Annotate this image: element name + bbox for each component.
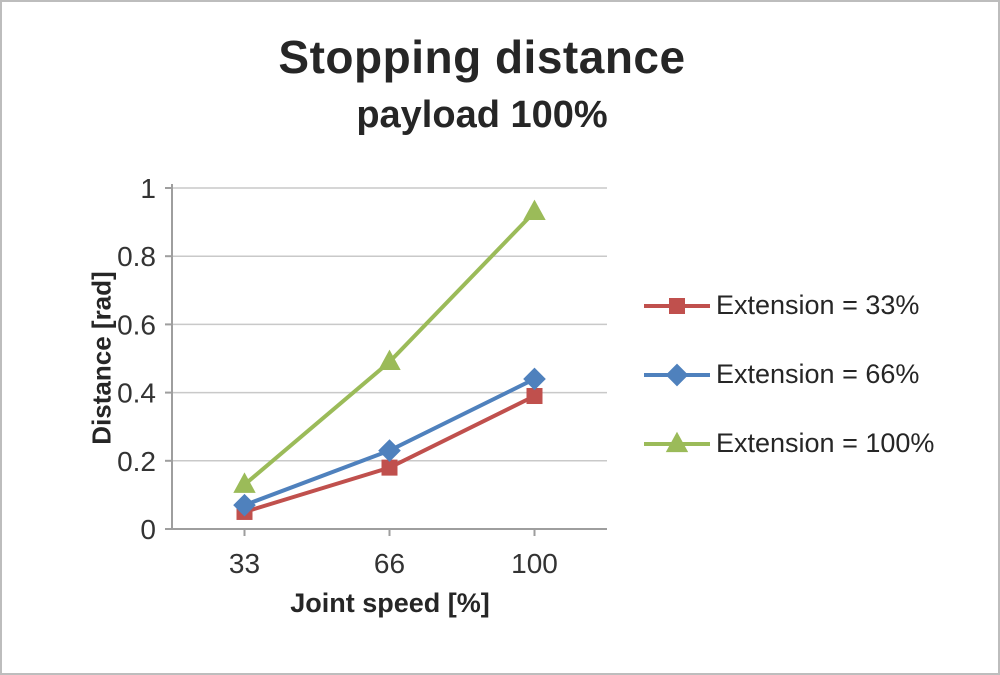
legend-triangle-marker-icon: [644, 431, 710, 457]
svg-text:0.4: 0.4: [117, 378, 156, 409]
chart-title: Stopping distance: [278, 31, 686, 83]
legend-entry: Extension = 100%: [644, 428, 934, 459]
svg-text:0: 0: [140, 514, 156, 545]
x-axis-title: Joint speed [%]: [290, 588, 490, 618]
svg-text:33: 33: [229, 548, 260, 579]
y-axis-title: Distance [rad]: [86, 271, 117, 445]
legend-label: Extension = 66%: [716, 359, 920, 389]
legend-diamond-marker-icon: [644, 362, 710, 388]
svg-text:0.8: 0.8: [117, 241, 156, 272]
legend-label: Extension = 100%: [716, 428, 935, 458]
legend: Extension = 33% Extension = 66% Extensio…: [644, 290, 934, 459]
legend-square-marker-icon: [644, 293, 710, 319]
chart-subtitle: payload 100%: [356, 94, 608, 136]
svg-text:66: 66: [374, 548, 405, 579]
svg-text:0.2: 0.2: [117, 446, 156, 477]
svg-text:0.6: 0.6: [117, 309, 156, 340]
svg-text:1: 1: [140, 173, 156, 204]
legend-entry: Extension = 33%: [644, 290, 934, 321]
legend-label: Extension = 33%: [716, 290, 920, 320]
legend-entry: Extension = 66%: [644, 359, 934, 390]
svg-text:100: 100: [511, 548, 558, 579]
